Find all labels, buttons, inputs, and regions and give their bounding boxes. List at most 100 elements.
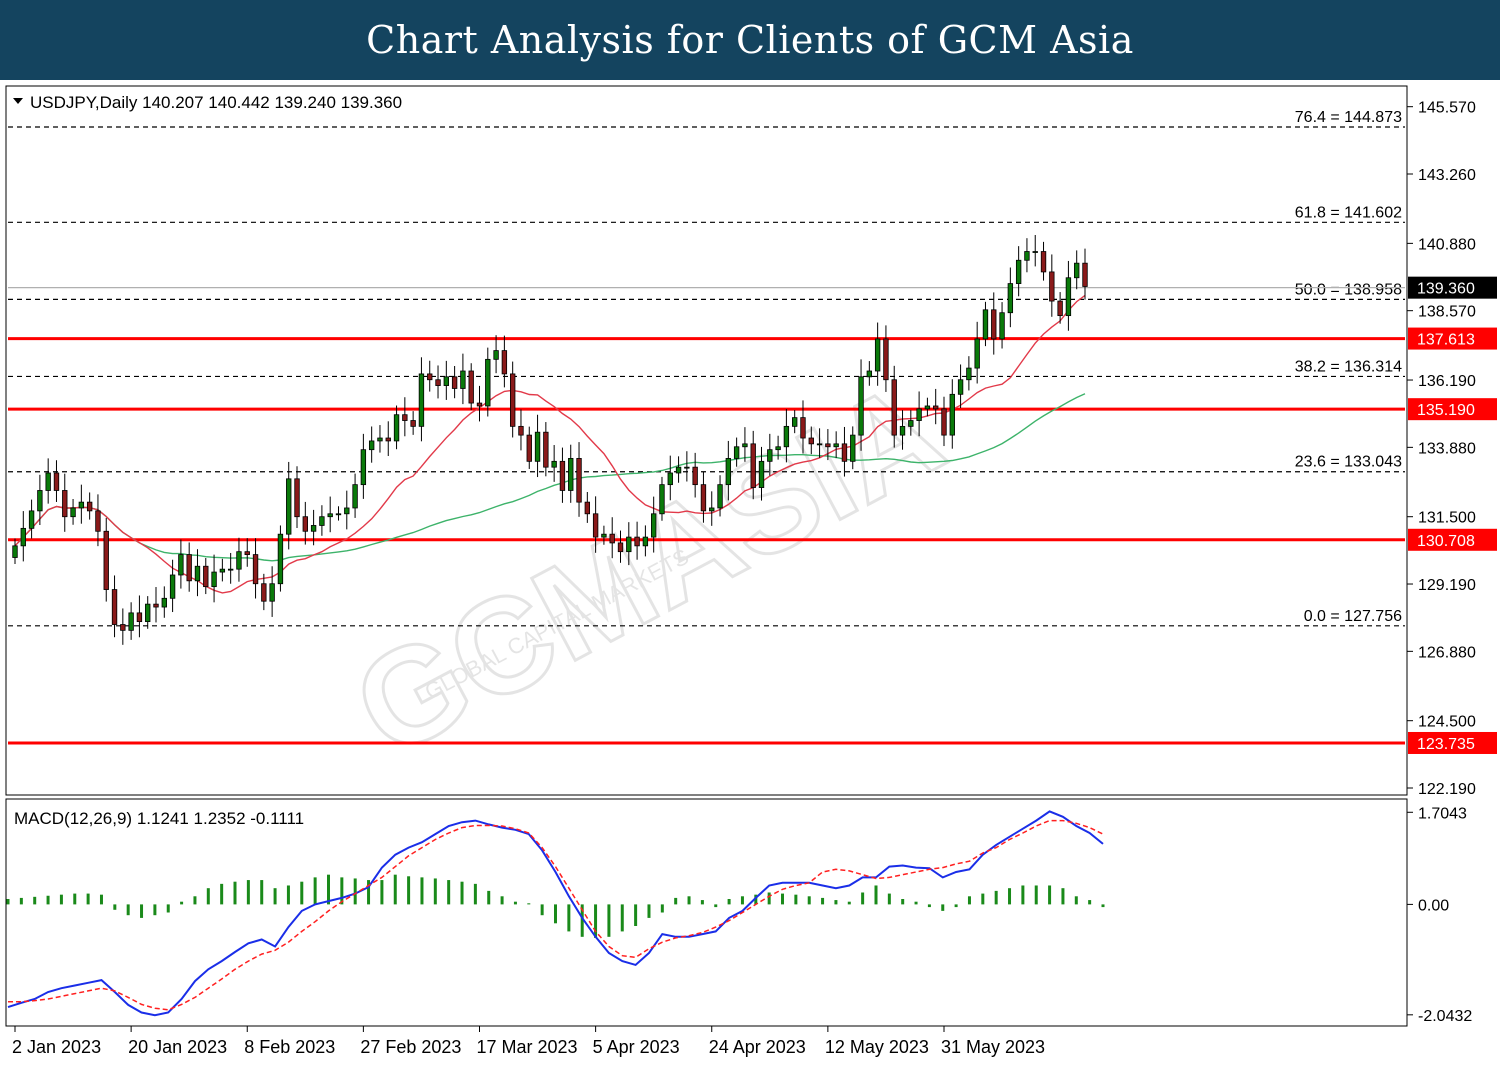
- candle-body: [526, 434, 532, 462]
- candle-body: [12, 545, 18, 558]
- x-tick-label: 5 Apr 2023: [593, 1037, 680, 1057]
- x-tick-label: 27 Feb 2023: [360, 1037, 461, 1057]
- candle-body: [1032, 251, 1038, 253]
- candle-body: [883, 338, 889, 381]
- x-tick-label: 12 May 2023: [825, 1037, 929, 1057]
- candle-body: [1040, 251, 1047, 273]
- candle-body: [294, 478, 300, 518]
- candle-body: [211, 571, 217, 588]
- candle-body: [891, 379, 897, 436]
- candle-body: [86, 501, 93, 512]
- candle-body: [966, 367, 972, 381]
- candle-body: [286, 478, 292, 535]
- macd-y-tick-label: 1.7043: [1418, 805, 1467, 822]
- fib-label: 76.4 = 144.873: [1295, 109, 1402, 126]
- candle-body: [858, 376, 864, 436]
- y-tick-label: 133.880: [1418, 440, 1476, 457]
- candle-body: [659, 484, 665, 515]
- level-price-tag: [1408, 398, 1497, 421]
- candle-body: [153, 603, 159, 608]
- current-price-tag: [1408, 276, 1497, 299]
- candle-body: [427, 373, 433, 381]
- candle-body: [335, 513, 342, 516]
- candle-body: [443, 376, 449, 386]
- candle-body: [360, 449, 367, 486]
- candle-body: [95, 510, 101, 532]
- candle-body: [808, 437, 814, 445]
- candle-body: [1057, 300, 1063, 317]
- candle-body: [974, 338, 980, 369]
- candle-body: [783, 425, 790, 448]
- candle-body: [194, 565, 201, 582]
- candle-body: [725, 458, 732, 486]
- level-price-tag: [1408, 327, 1497, 350]
- candle-body: [302, 516, 308, 532]
- candle-body: [592, 513, 599, 538]
- candle-body: [916, 408, 922, 421]
- candle-body: [991, 309, 997, 340]
- support-resistance-levels: [8, 337, 1405, 745]
- fib-label: 0.0 = 127.756: [1304, 608, 1402, 625]
- macd-pane: [5, 798, 1408, 1027]
- candle-body: [1015, 259, 1022, 284]
- candle-body: [957, 379, 964, 395]
- candle-body: [692, 466, 698, 486]
- y-tick-label: 124.500: [1418, 714, 1476, 731]
- macd-indicator: 1.7043 0.00 -2.0432: [6, 805, 1472, 1025]
- candle-body: [1065, 277, 1072, 317]
- candlesticks: [12, 234, 1088, 645]
- candle-body: [28, 510, 35, 529]
- y-tick-label: 138.570: [1418, 304, 1476, 321]
- candle-body: [277, 533, 284, 585]
- level-price-label: 123.735: [1417, 736, 1475, 753]
- candle-body: [601, 533, 607, 538]
- page-header: Chart Analysis for Clients of GCM Asia: [0, 0, 1500, 80]
- y-tick-label: 129.190: [1418, 577, 1476, 594]
- candle-body: [111, 589, 118, 625]
- candle-body: [1074, 262, 1080, 279]
- candle-body: [518, 425, 524, 436]
- candle-body: [203, 565, 209, 588]
- current-price-label: 139.360: [1417, 281, 1475, 298]
- candle-body: [626, 536, 632, 553]
- dropdown-triangle-icon[interactable]: [13, 98, 23, 104]
- level-price-tag: [1408, 731, 1497, 754]
- candle-body: [850, 434, 856, 462]
- candle-body: [642, 536, 649, 547]
- candle-body: [269, 583, 275, 602]
- x-tick-label: 20 Jan 2023: [128, 1037, 227, 1057]
- y-tick-label: 126.880: [1418, 644, 1476, 661]
- candle-body: [136, 612, 143, 623]
- candle-body: [651, 513, 657, 538]
- candle-body: [103, 530, 109, 590]
- level-price-label: 130.708: [1417, 533, 1475, 550]
- candle-body: [178, 554, 184, 576]
- candle-body: [617, 542, 624, 553]
- candle-body: [501, 350, 508, 375]
- candle-body: [435, 379, 441, 386]
- candle-body: [261, 583, 267, 602]
- candle-body: [982, 309, 989, 340]
- candle-body: [377, 437, 383, 442]
- y-tick-label: 122.190: [1418, 781, 1476, 798]
- macd-info: MACD(12,26,9) 1.1241 1.2352 -0.1111: [14, 809, 304, 828]
- x-tick-label: 8 Feb 2023: [244, 1037, 335, 1057]
- macd-line: [7, 810, 1104, 1017]
- candle-body: [584, 501, 591, 515]
- candle-body: [1049, 271, 1055, 302]
- candle-body: [509, 373, 516, 427]
- candle-body: [45, 472, 51, 491]
- candle-body: [485, 358, 491, 407]
- candle-body: [874, 338, 881, 372]
- candle-body: [833, 443, 839, 448]
- candle-body: [767, 449, 773, 462]
- candle-body: [227, 568, 234, 571]
- candle-body: [999, 312, 1005, 340]
- candle-body: [120, 624, 126, 631]
- candle-body: [576, 458, 582, 503]
- level-price-tag: [1408, 528, 1497, 551]
- macd-y-tick-label: 0.00: [1418, 897, 1449, 914]
- candle-body: [1024, 251, 1030, 261]
- moving-averages: [14, 294, 1086, 594]
- date-axis: 2 Jan 2023 20 Jan 2023 8 Feb 2023 27 Feb 20…: [12, 1026, 1045, 1057]
